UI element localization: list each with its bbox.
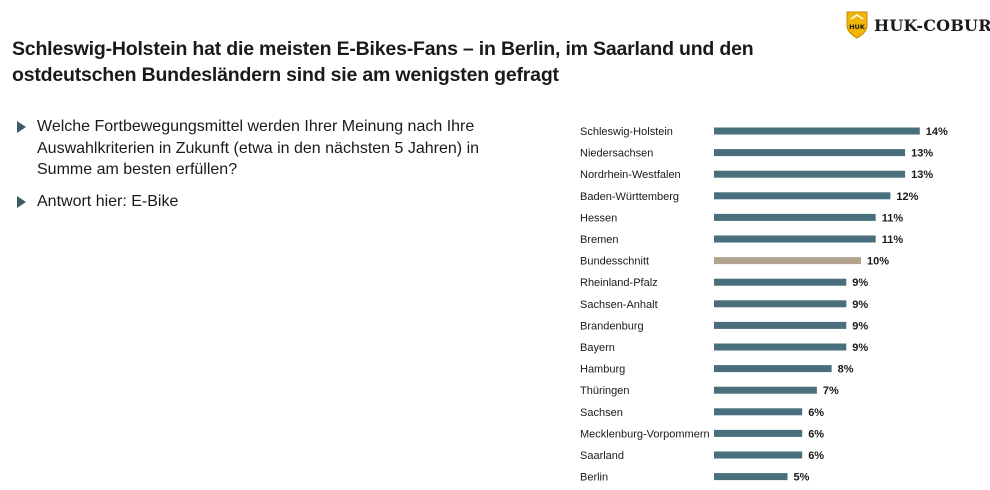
category-label: Mecklenburg-Vorpommern xyxy=(580,428,710,440)
value-label: 6% xyxy=(808,428,824,440)
value-label: 11% xyxy=(882,234,904,246)
huk-coburg-logo: HUK HUK-COBURG xyxy=(846,10,990,40)
category-label: Sachsen-Anhalt xyxy=(580,299,658,311)
bar xyxy=(714,127,920,135)
category-label: Bundesschnitt xyxy=(580,256,649,268)
bar xyxy=(714,192,891,200)
triangle-bullet-icon xyxy=(17,121,26,133)
bar xyxy=(714,473,788,481)
bar xyxy=(714,213,876,221)
svg-text:HUK: HUK xyxy=(849,23,866,31)
question-list: Welche Fortbewegungsmittel werden Ihrer … xyxy=(17,116,497,222)
question-bullet: Welche Fortbewegungsmittel werden Ihrer … xyxy=(17,116,497,181)
value-label: 9% xyxy=(852,320,868,332)
value-label: 9% xyxy=(852,342,868,354)
bar xyxy=(714,278,847,286)
value-label: 10% xyxy=(867,256,889,268)
category-label: Bremen xyxy=(580,234,619,246)
category-label: Bayern xyxy=(580,342,615,354)
category-label: Saarland xyxy=(580,450,624,462)
bar xyxy=(714,408,803,416)
bar xyxy=(714,343,847,351)
category-label: Sachsen xyxy=(580,407,623,419)
value-label: 12% xyxy=(896,191,918,203)
value-label: 9% xyxy=(852,299,868,311)
value-label: 8% xyxy=(838,364,854,376)
value-label: 13% xyxy=(911,148,933,160)
bar xyxy=(714,257,861,265)
value-label: 9% xyxy=(852,277,868,289)
value-label: 14% xyxy=(926,126,948,138)
value-label: 6% xyxy=(808,407,824,419)
bar xyxy=(714,365,832,373)
category-label: Nordrhein-Westfalen xyxy=(580,169,681,181)
bar xyxy=(714,386,817,394)
triangle-bullet-icon xyxy=(17,195,26,208)
category-label: Rheinland-Pfalz xyxy=(580,277,658,289)
shield-icon: HUK xyxy=(846,11,868,39)
value-label: 13% xyxy=(911,169,933,181)
category-label: Niedersachsen xyxy=(580,148,653,160)
value-label: 5% xyxy=(794,472,810,484)
value-label: 7% xyxy=(823,385,839,397)
logo-text: HUK-COBURG xyxy=(874,15,990,35)
bar xyxy=(714,429,803,437)
bar xyxy=(714,321,847,329)
bar xyxy=(714,451,803,459)
answer-text: Antwort hier: E-Bike xyxy=(37,192,179,210)
value-label: 6% xyxy=(808,450,824,462)
chart-title: Schleswig-Holstein hat die meisten E-Bik… xyxy=(12,38,754,86)
value-label: 11% xyxy=(882,212,904,224)
category-label: Baden-Württemberg xyxy=(580,191,679,203)
category-label: Berlin xyxy=(580,472,608,484)
category-label: Hamburg xyxy=(580,364,625,376)
bar xyxy=(714,300,847,308)
category-label: Brandenburg xyxy=(580,320,644,332)
bar xyxy=(714,170,906,178)
answer-bullet: Antwort hier: E-Bike xyxy=(17,191,497,213)
category-label: Hessen xyxy=(580,212,617,224)
question-text: Welche Fortbewegungsmittel werden Ihrer … xyxy=(37,118,480,178)
category-label: Schleswig-Holstein xyxy=(580,126,673,138)
bar xyxy=(714,235,876,243)
category-label: Thüringen xyxy=(580,385,630,397)
bar xyxy=(714,149,906,157)
